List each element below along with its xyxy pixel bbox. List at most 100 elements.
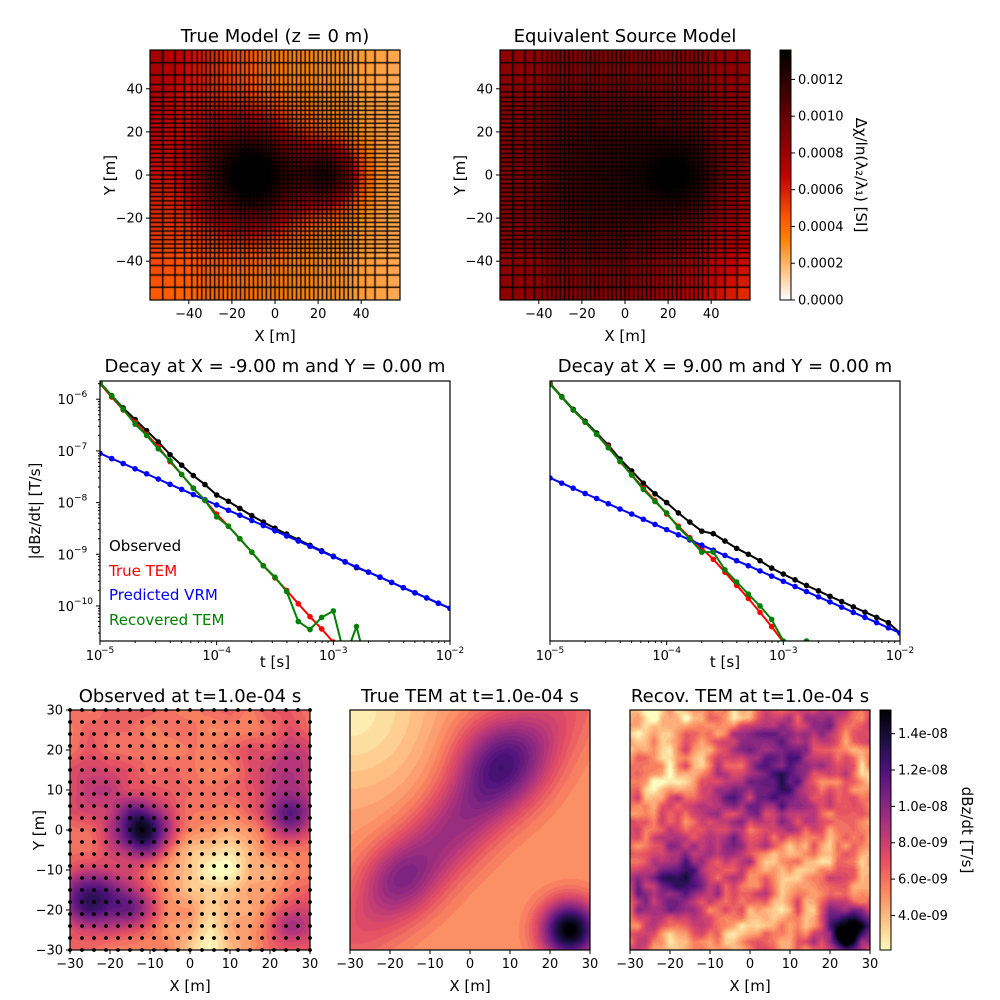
decay-left-predicted-vrm-point: [365, 569, 372, 576]
station-marker: [272, 768, 276, 772]
decay-left-xtick-label: 10: [86, 649, 103, 664]
decay-right-predicted-vrm-point: [897, 630, 900, 636]
station-marker: [272, 900, 276, 904]
station-marker: [80, 876, 84, 880]
station-marker: [92, 768, 96, 772]
decay-right-xtick-exponent: −3: [784, 646, 797, 656]
station-marker: [200, 864, 204, 868]
station-marker: [272, 852, 276, 856]
decay-right-predicted-vrm-point: [838, 604, 845, 610]
station-marker: [92, 900, 96, 904]
station-marker: [296, 864, 300, 868]
station-marker: [200, 912, 204, 916]
decay-left-observed-point: [237, 505, 243, 512]
decay-right-xtick-label: 10: [536, 649, 553, 664]
station-marker: [272, 780, 276, 784]
station-marker: [116, 804, 120, 808]
decay-right-predicted-vrm-point: [803, 588, 810, 595]
station-marker: [296, 732, 300, 736]
decay-left-recovered-tem-point: [108, 393, 115, 399]
model-colorbar: [780, 50, 791, 300]
model-colorbar-tick-label: 0.0006: [798, 183, 844, 198]
decay-right-title: Decay at X = 9.00 m and Y = 0.00 m: [558, 356, 892, 377]
station-marker: [152, 816, 156, 820]
decay-left-predicted-vrm-point: [260, 522, 267, 529]
decay-left-recovered-tem-point: [401, 707, 407, 713]
station-marker: [164, 888, 168, 892]
station-marker: [128, 936, 132, 940]
station-marker: [236, 924, 240, 928]
station-marker: [92, 864, 96, 868]
decay-left-predicted-vrm-point: [330, 553, 337, 560]
observed-map-ytick-label: 30: [46, 704, 63, 719]
station-marker: [68, 900, 72, 904]
station-marker: [224, 900, 228, 904]
decay-right-recovered-tem-point: [593, 431, 600, 438]
station-marker: [152, 852, 156, 856]
station-marker: [308, 924, 312, 928]
station-marker: [188, 864, 192, 868]
station-marker: [140, 828, 144, 832]
station-marker: [140, 756, 144, 760]
station-marker: [272, 912, 276, 916]
station-marker: [212, 840, 216, 844]
decay-right-predicted-vrm-point: [605, 500, 612, 507]
decay-right-recovered-tem-point: [558, 394, 565, 400]
decay-right-predicted-vrm-point: [663, 526, 670, 533]
true-tem-map-xlabel: X [m]: [449, 977, 490, 995]
decay-right-recovered-tem-point: [640, 486, 647, 493]
station-marker: [284, 936, 288, 940]
station-marker: [284, 912, 288, 916]
station-marker: [104, 912, 108, 916]
true-model-ytick-label: 20: [126, 125, 143, 140]
station-marker: [296, 924, 300, 928]
decay-right-recovered-tem-point: [663, 510, 670, 516]
station-marker: [68, 840, 72, 844]
decay-left-true-tem-point: [295, 601, 302, 607]
observed-map-xlabel: X [m]: [169, 977, 210, 995]
station-marker: [308, 876, 312, 880]
true-model-xlabel: X [m]: [254, 327, 295, 345]
true-tem-map-xtick-label: 0: [466, 957, 474, 972]
decay-left-predicted-vrm-point: [108, 455, 115, 462]
decay-left-recovered-tem-point: [260, 562, 267, 569]
decay-right-recovered-tem-point: [757, 603, 763, 609]
station-marker: [212, 708, 216, 712]
station-marker: [92, 828, 96, 832]
decay-left-ytick-label: 10: [57, 393, 74, 408]
station-marker: [272, 732, 276, 736]
station-marker: [80, 828, 84, 832]
decay-left-true-tem-point: [424, 743, 430, 749]
station-marker: [104, 708, 108, 712]
decay-left-recovered-tem-point: [237, 535, 243, 542]
decay-right-predicted-vrm-point: [873, 619, 880, 626]
station-marker: [176, 780, 180, 784]
station-marker: [128, 888, 132, 892]
station-marker: [116, 852, 120, 856]
decay-left-predicted-vrm-point: [132, 466, 138, 472]
decay-right-predicted-vrm-point: [640, 516, 647, 523]
decay-right-recovered-tem-point: [839, 707, 845, 713]
decay-left-observed-point: [202, 481, 208, 488]
equivalent-source-xlabel: X [m]: [604, 327, 645, 345]
station-marker: [308, 732, 312, 736]
model-colorbar-tick-label: 0.0010: [798, 110, 844, 125]
station-marker: [140, 876, 144, 880]
station-marker: [308, 720, 312, 724]
station-marker: [164, 864, 168, 868]
true-tem-map-xtick-label: 10: [502, 957, 519, 972]
station-marker: [104, 936, 108, 940]
decay-right-predicted-vrm-point: [698, 542, 705, 548]
decay-left-recovered-tem-point: [190, 485, 197, 491]
station-marker: [272, 804, 276, 808]
station-marker: [128, 900, 132, 904]
decay-left-recovered-tem-point: [307, 626, 313, 633]
station-marker: [200, 840, 204, 844]
station-marker: [248, 744, 252, 748]
station-marker: [308, 864, 312, 868]
decay-right-observed-point: [663, 499, 670, 506]
station-marker: [188, 780, 192, 784]
equivalent-source-ytick-label: 20: [476, 125, 493, 140]
station-marker: [164, 720, 168, 724]
station-marker: [188, 744, 192, 748]
